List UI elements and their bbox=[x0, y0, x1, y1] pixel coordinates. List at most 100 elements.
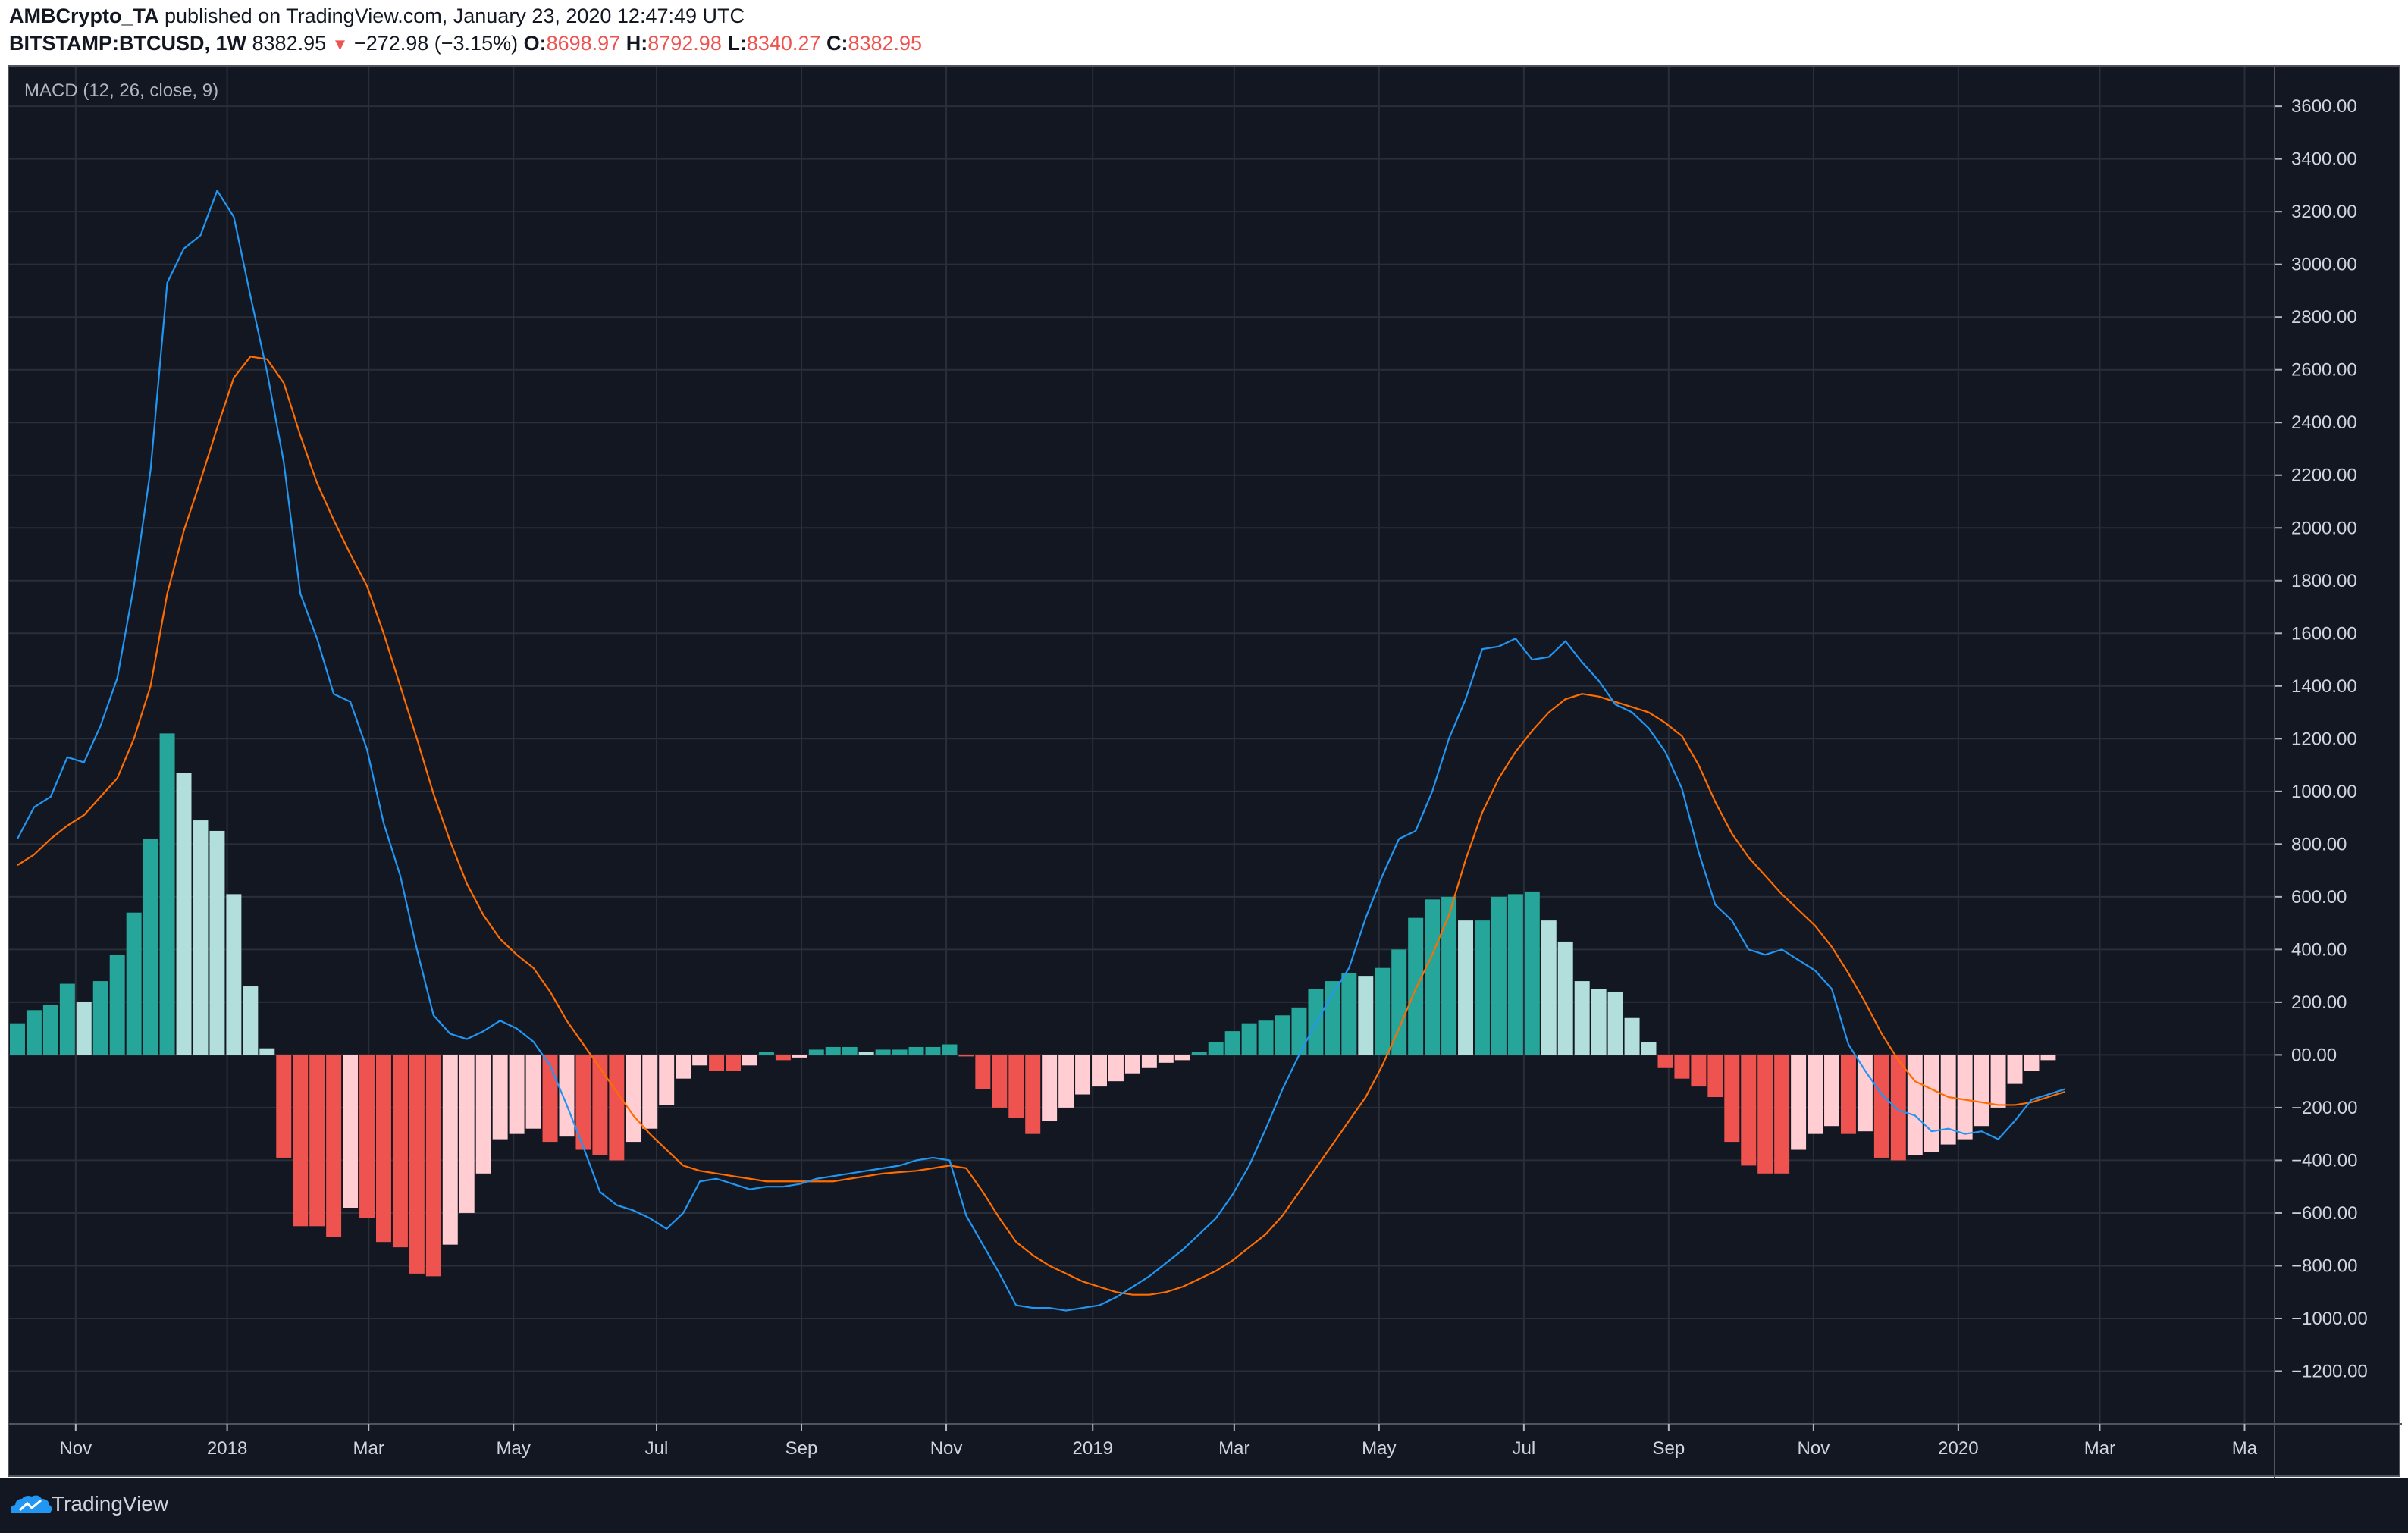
histogram-bar bbox=[1025, 1055, 1041, 1134]
histogram-bar bbox=[1458, 920, 1473, 1055]
histogram-bar bbox=[2024, 1055, 2040, 1071]
histogram-bar bbox=[126, 912, 142, 1055]
x-tick-label: Ma bbox=[2232, 1438, 2258, 1459]
y-tick-label: 200.00 bbox=[2291, 992, 2347, 1013]
high-label: H: bbox=[626, 32, 648, 55]
histogram-bar bbox=[1990, 1055, 2006, 1108]
high-value: 8792.98 bbox=[647, 32, 722, 55]
histogram-bar bbox=[858, 1052, 874, 1055]
histogram-bar bbox=[1741, 1055, 1757, 1166]
histogram-bar bbox=[143, 839, 158, 1055]
histogram-bar bbox=[76, 1002, 92, 1055]
histogram-bar bbox=[26, 1010, 42, 1055]
histogram-bar bbox=[92, 981, 108, 1055]
histogram-bar bbox=[276, 1055, 292, 1158]
histogram-bar bbox=[1124, 1055, 1140, 1074]
symbol-label[interactable]: BITSTAMP:BTCUSD, 1W bbox=[9, 32, 246, 55]
histogram-bar bbox=[1341, 973, 1357, 1055]
tradingview-brand[interactable]: TradingView bbox=[52, 1492, 169, 1516]
close-value: 8382.95 bbox=[848, 32, 923, 55]
y-tick-label: −1200.00 bbox=[2291, 1361, 2368, 1381]
histogram-bar bbox=[1674, 1055, 1690, 1079]
histogram-bar bbox=[10, 1023, 25, 1055]
publish-info: AMBCrypto_TA published on TradingView.co… bbox=[9, 5, 745, 28]
y-tick-label: −1000.00 bbox=[2291, 1309, 2368, 1329]
histogram-bar bbox=[1474, 920, 1490, 1055]
y-tick-label: 2000.00 bbox=[2291, 518, 2357, 538]
y-tick-label: −600.00 bbox=[2291, 1203, 2357, 1224]
down-arrow-icon: ▼ bbox=[331, 35, 349, 54]
y-tick-label: 2800.00 bbox=[2291, 307, 2357, 328]
y-tick-label: 3400.00 bbox=[2291, 149, 2357, 170]
histogram-bar bbox=[1574, 981, 1590, 1055]
y-tick-label: 1200.00 bbox=[2291, 729, 2357, 749]
histogram-bar bbox=[1208, 1042, 1224, 1055]
footer-bar: TradingView bbox=[0, 1478, 2408, 1533]
histogram-bar bbox=[226, 894, 242, 1055]
histogram-bar bbox=[642, 1055, 658, 1129]
histogram-bar bbox=[109, 955, 125, 1055]
histogram-bar bbox=[742, 1055, 757, 1066]
histogram-bar bbox=[1358, 976, 1374, 1055]
tradingview-logo-icon[interactable] bbox=[9, 1491, 53, 1521]
histogram-bar bbox=[1491, 896, 1507, 1055]
histogram-bar bbox=[575, 1055, 591, 1150]
histogram-bar bbox=[1791, 1055, 1807, 1150]
histogram-bar bbox=[1757, 1055, 1773, 1174]
indicator-label[interactable]: MACD (12, 26, close, 9) bbox=[24, 80, 219, 101]
histogram-bar bbox=[1607, 991, 1623, 1055]
histogram-bar bbox=[676, 1055, 691, 1079]
histogram-bar bbox=[775, 1055, 791, 1061]
x-tick-label: Sep bbox=[1653, 1438, 1685, 1459]
histogram-bar bbox=[425, 1055, 441, 1277]
histogram-bar bbox=[1258, 1020, 1274, 1055]
histogram-bar bbox=[1191, 1052, 1207, 1055]
x-tick-label: Mar bbox=[1218, 1438, 1249, 1459]
histogram-bar bbox=[626, 1055, 641, 1143]
x-tick-label: 2020 bbox=[1938, 1438, 1978, 1459]
histogram-bar bbox=[892, 1049, 908, 1055]
histogram-bar bbox=[1624, 1017, 1640, 1055]
y-tick-label: 1400.00 bbox=[2291, 676, 2357, 697]
price-change: −272.98 (−3.15%) bbox=[353, 32, 519, 55]
y-tick-label: 3200.00 bbox=[2291, 202, 2357, 222]
histogram-bar bbox=[1224, 1031, 1240, 1055]
y-tick-label: 800.00 bbox=[2291, 834, 2347, 854]
histogram-bar bbox=[1507, 894, 1523, 1055]
symbol-info: BITSTAMP:BTCUSD, 1W 8382.95 ▼ −272.98 (−… bbox=[9, 32, 922, 55]
author-name[interactable]: AMBCrypto_TA bbox=[9, 5, 159, 27]
macd-chart[interactable]: 3600.00 3400.00 3200.00 3000.00 2800.00 2600.… bbox=[9, 67, 2402, 1478]
x-tick-label: Mar bbox=[2084, 1438, 2115, 1459]
y-tick-label: −200.00 bbox=[2291, 1098, 2357, 1118]
histogram-bar bbox=[542, 1055, 558, 1143]
y-tick-label: 3600.00 bbox=[2291, 96, 2357, 117]
histogram-bar bbox=[1924, 1055, 1939, 1152]
histogram-bar bbox=[692, 1055, 708, 1066]
histogram-bar bbox=[908, 1046, 924, 1055]
histogram-bar bbox=[709, 1055, 725, 1071]
histogram-bar bbox=[1957, 1055, 1973, 1140]
histogram-bar bbox=[1591, 989, 1607, 1055]
macd-chart-panel[interactable]: 3600.00 3400.00 3200.00 3000.00 2800.00 2600.… bbox=[8, 65, 2402, 1478]
y-tick-label: 3000.00 bbox=[2291, 255, 2357, 275]
histogram-bar bbox=[2040, 1055, 2056, 1061]
histogram-bar bbox=[1008, 1055, 1024, 1118]
histogram-bar bbox=[592, 1055, 608, 1155]
y-tick-label: 2600.00 bbox=[2291, 360, 2357, 381]
x-tick-label: Nov bbox=[59, 1438, 92, 1459]
low-value: 8340.27 bbox=[746, 32, 821, 55]
x-tick-label: May bbox=[1362, 1438, 1396, 1459]
histogram-bar bbox=[475, 1055, 491, 1174]
histogram-bar bbox=[975, 1055, 991, 1089]
histogram-bar bbox=[1657, 1055, 1673, 1068]
histogram-bar bbox=[1541, 920, 1557, 1055]
y-tick-label: 2400.00 bbox=[2291, 412, 2357, 433]
histogram-bar bbox=[726, 1055, 741, 1071]
histogram-bar bbox=[1940, 1055, 1956, 1145]
last-price: 8382.95 bbox=[252, 32, 327, 55]
y-tick-label: −800.00 bbox=[2291, 1256, 2357, 1276]
histogram-bar bbox=[808, 1049, 824, 1055]
histogram-bar bbox=[1425, 899, 1441, 1055]
signal-line bbox=[17, 356, 2065, 1296]
histogram-bar bbox=[1724, 1055, 1740, 1143]
